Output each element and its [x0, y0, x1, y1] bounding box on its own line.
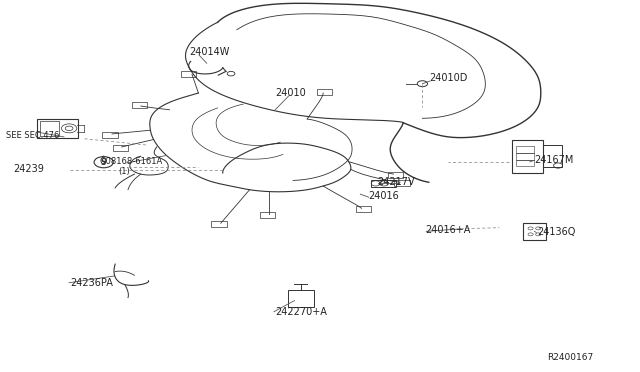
Bar [371, 180, 396, 187]
Text: Ó08168-6161A: Ó08168-6161A [99, 157, 163, 166]
Bar [211, 221, 227, 227]
Bar [356, 206, 371, 212]
Bar [40, 121, 59, 136]
Text: S: S [101, 158, 106, 167]
Bar [516, 160, 534, 166]
Bar [288, 290, 314, 307]
Text: 24014W: 24014W [189, 47, 229, 57]
Text: 242270+A: 242270+A [275, 308, 327, 317]
Text: 24167M: 24167M [534, 155, 574, 165]
Text: (1): (1) [118, 167, 130, 176]
Bar [516, 146, 534, 153]
Text: 24010D: 24010D [429, 73, 467, 83]
Bar [37, 119, 78, 138]
Text: SEE SEC.476: SEE SEC.476 [6, 131, 60, 140]
Text: 24236PA: 24236PA [70, 279, 113, 288]
Text: 24239: 24239 [13, 164, 44, 174]
Text: 24016: 24016 [368, 192, 399, 201]
Bar [523, 223, 546, 240]
Bar [512, 140, 543, 173]
Text: R2400167: R2400167 [547, 353, 593, 362]
Bar [388, 172, 403, 178]
Bar [516, 153, 534, 160]
Bar [394, 180, 410, 186]
Text: 24010: 24010 [275, 88, 306, 98]
Bar [260, 212, 275, 218]
Bar [543, 145, 562, 167]
Text: 24217V: 24217V [378, 177, 415, 187]
Bar [181, 71, 196, 77]
Bar [102, 132, 118, 138]
Bar [113, 145, 128, 151]
Bar [317, 89, 332, 95]
Text: 24016+A: 24016+A [426, 225, 471, 235]
Bar [132, 102, 147, 108]
Text: 24136Q: 24136Q [538, 228, 576, 237]
